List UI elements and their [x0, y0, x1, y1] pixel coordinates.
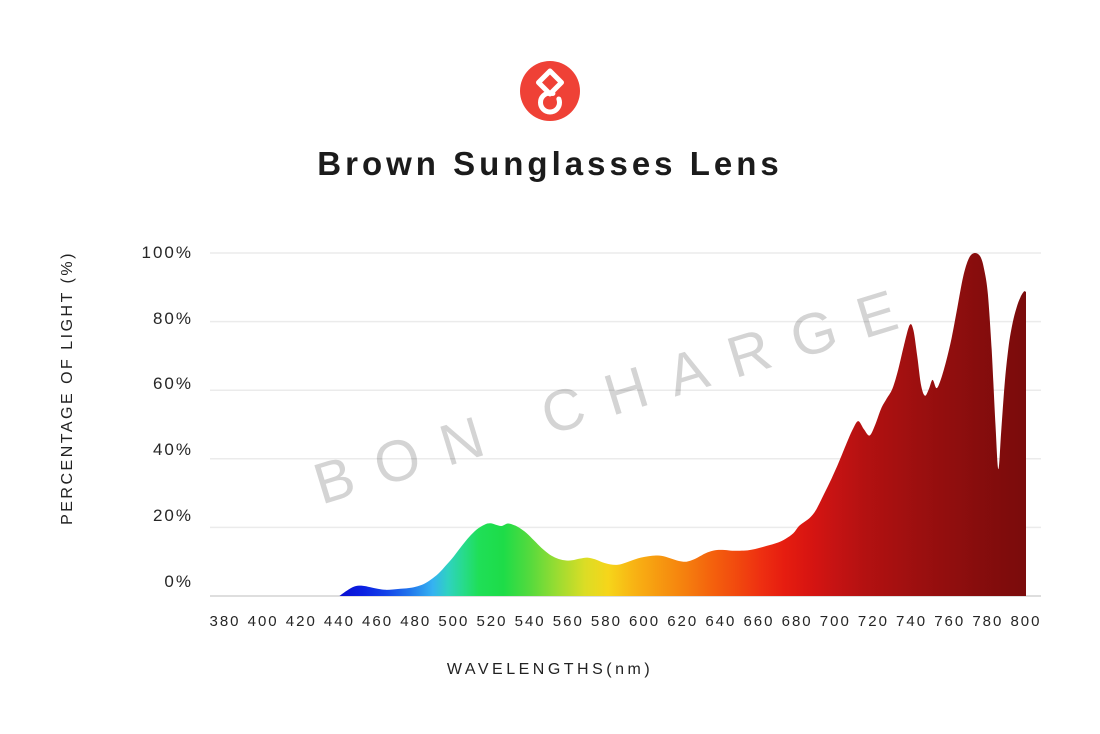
transmission-area — [339, 252, 1026, 596]
bon-charge-8-icon — [536, 68, 564, 115]
y-axis-title: PERCENTAGE OF LIGHT (%) — [59, 251, 76, 525]
bon-charge-logo — [520, 61, 580, 121]
x-axis-title: WAVELENGTHS(nm) — [446, 661, 654, 678]
page-title: Brown Sunglasses Lens — [317, 145, 783, 182]
